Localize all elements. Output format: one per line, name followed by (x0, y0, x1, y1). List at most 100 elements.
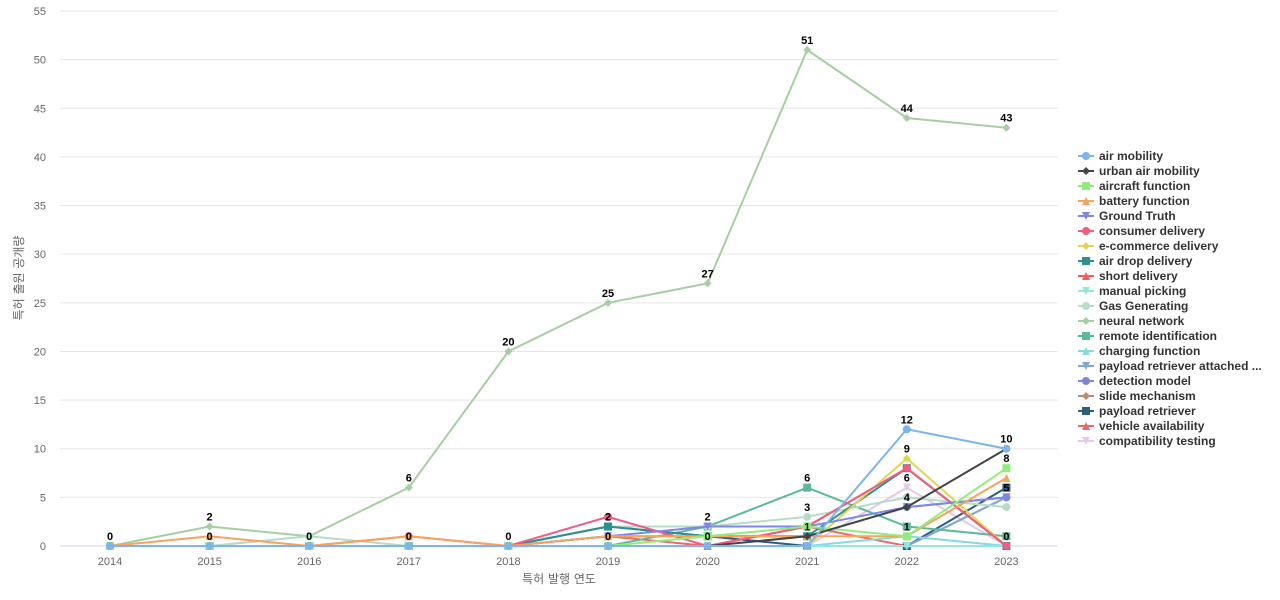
data-point[interactable] (902, 454, 911, 463)
data-point[interactable] (604, 522, 612, 531)
data-label: 1 (904, 521, 910, 533)
data-point[interactable] (803, 512, 812, 521)
data-label: 0 (306, 531, 312, 543)
legend-marker (1082, 317, 1090, 325)
legend-item[interactable]: air drop delivery (1078, 254, 1193, 268)
legend-item[interactable]: battery function (1078, 194, 1190, 208)
data-point[interactable] (1002, 483, 1011, 492)
data-point[interactable] (1002, 123, 1011, 132)
data-label: 0 (207, 531, 213, 543)
data-label: 9 (904, 443, 910, 455)
legend-label: detection model (1099, 374, 1191, 388)
legend-marker (1082, 257, 1090, 265)
legend-item[interactable]: vehicle availability (1078, 419, 1205, 433)
data-point[interactable] (106, 542, 114, 550)
legend-label: remote identification (1099, 329, 1217, 343)
legend-item[interactable]: urban air mobility (1078, 164, 1200, 178)
data-label: 8 (1003, 453, 1009, 465)
data-point[interactable] (404, 542, 413, 550)
data-point[interactable] (1002, 542, 1011, 550)
data-point[interactable] (205, 542, 214, 550)
legend-label: slide mechanism (1099, 389, 1196, 403)
legend-item[interactable]: Ground Truth (1078, 209, 1176, 223)
legend-item[interactable]: charging function (1078, 344, 1200, 358)
legend-item[interactable]: slide mechanism (1078, 389, 1196, 403)
legend-label: manual picking (1099, 284, 1186, 298)
legend-item[interactable]: air mobility (1078, 149, 1163, 163)
data-point[interactable] (703, 279, 712, 288)
data-point[interactable] (703, 532, 712, 541)
legend-item[interactable]: compatibility testing (1078, 434, 1216, 448)
data-point[interactable] (902, 425, 911, 434)
data-point[interactable] (1002, 473, 1011, 482)
legend-label: aircraft function (1099, 179, 1190, 193)
data-point[interactable] (305, 542, 314, 550)
legend-marker (1082, 392, 1090, 400)
data-point[interactable] (902, 542, 911, 550)
legend-marker (1082, 212, 1090, 220)
data-point[interactable] (803, 45, 812, 54)
data-point[interactable] (604, 532, 612, 541)
legend-item[interactable]: short delivery (1078, 269, 1178, 283)
legend-label: charging function (1099, 344, 1200, 358)
data-point[interactable] (902, 114, 911, 122)
data-point[interactable] (504, 347, 513, 356)
data-point[interactable] (803, 532, 812, 541)
data-point[interactable] (703, 522, 712, 531)
y-tick-label: 10 (34, 444, 46, 456)
data-point[interactable] (205, 532, 214, 541)
y-axis-ticks: 0 5 10 15 20 25 30 35 40 45 50 55 (34, 6, 46, 553)
legend-label: payload retriever (1099, 404, 1196, 418)
data-point[interactable] (305, 532, 314, 541)
x-tick-label: 2018 (496, 556, 520, 568)
legend-marker (1082, 302, 1090, 310)
legend-item[interactable]: neural network (1078, 314, 1185, 328)
legend-label: air drop delivery (1099, 254, 1193, 268)
data-point[interactable] (1002, 503, 1011, 512)
legend-label: vehicle availability (1099, 419, 1205, 433)
data-point[interactable] (902, 503, 911, 512)
data-point[interactable] (703, 542, 712, 550)
legend-item[interactable]: aircraft function (1078, 179, 1190, 193)
legend-item[interactable]: payload retriever attached ... (1078, 359, 1262, 373)
legend-label: urban air mobility (1099, 164, 1200, 178)
data-point[interactable] (404, 483, 413, 492)
series-air-mobility[interactable] (106, 425, 1011, 550)
data-point[interactable] (902, 483, 911, 492)
data-point[interactable] (902, 493, 911, 502)
data-point[interactable] (205, 522, 214, 531)
legend-item[interactable]: Gas Generating (1078, 299, 1188, 313)
data-point[interactable] (604, 512, 612, 521)
legend-item[interactable]: consumer delivery (1078, 224, 1205, 238)
y-tick-label: 20 (34, 346, 46, 358)
series-neural-network[interactable] (106, 45, 1011, 550)
data-point[interactable] (1002, 444, 1011, 453)
data-point[interactable] (604, 298, 612, 307)
data-point[interactable] (902, 532, 911, 541)
legend-item[interactable]: manual picking (1078, 284, 1186, 298)
data-label: 51 (801, 35, 813, 47)
data-point[interactable] (803, 542, 812, 550)
data-label: 2 (207, 512, 213, 524)
data-point[interactable] (1002, 493, 1011, 502)
legend-marker (1082, 422, 1090, 430)
legend-label: consumer delivery (1099, 224, 1205, 238)
data-label: 1 (804, 521, 810, 533)
data-label: 0 (107, 531, 113, 543)
x-tick-label: 2021 (795, 556, 819, 568)
data-label: 12 (901, 414, 913, 426)
legend-item[interactable]: remote identification (1078, 329, 1217, 343)
data-point[interactable] (1002, 464, 1011, 473)
data-point[interactable] (902, 522, 911, 531)
data-point[interactable] (504, 542, 513, 550)
data-point[interactable] (404, 532, 413, 541)
data-label: 10 (1000, 434, 1012, 446)
data-point[interactable] (1002, 532, 1011, 541)
data-point[interactable] (803, 522, 812, 531)
data-point[interactable] (803, 483, 812, 492)
data-point[interactable] (604, 542, 612, 550)
data-point[interactable] (902, 464, 911, 473)
legend-item[interactable]: payload retriever (1078, 404, 1196, 418)
legend-item[interactable]: detection model (1078, 374, 1191, 388)
legend-item[interactable]: e-commerce delivery (1078, 239, 1219, 253)
